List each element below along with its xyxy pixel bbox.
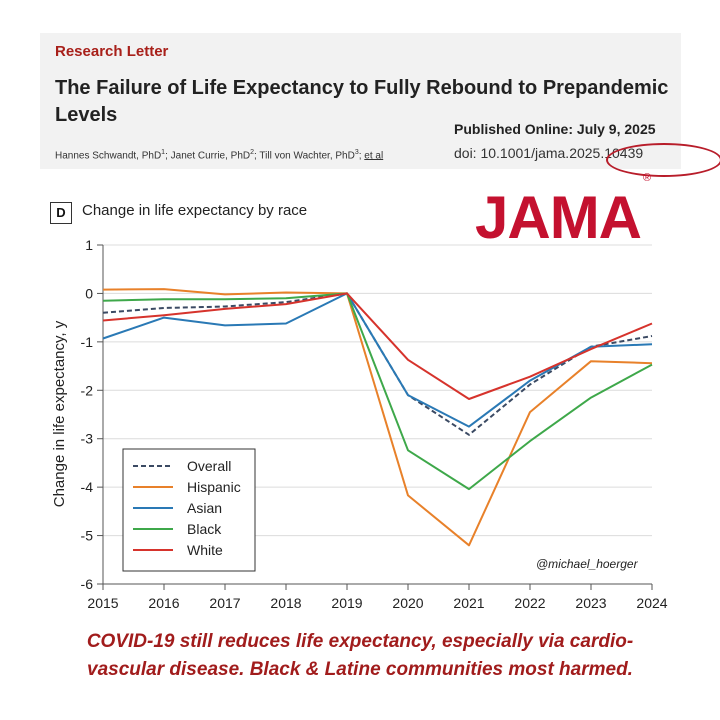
y-tick-label: -6 <box>81 576 94 592</box>
author-2: Janet Currie, PhD <box>170 150 251 162</box>
y-tick-label: -4 <box>81 479 94 495</box>
author-handle: @michael_hoerger <box>536 557 638 571</box>
y-tick-label: -2 <box>81 382 94 398</box>
legend-label: Hispanic <box>187 479 241 495</box>
registered-mark: ® <box>643 172 651 184</box>
chart-title: Change in life expectancy by race <box>82 202 308 219</box>
date-highlight-circle <box>606 143 720 177</box>
published-online: Published Online: July 9, 2025 <box>454 121 656 137</box>
author-1: Hannes Schwandt, PhD <box>55 150 162 162</box>
author-1-affiliation: 1 <box>161 149 166 156</box>
legend: Overall Hispanic Asian Black White <box>122 448 256 572</box>
y-tick-label: -1 <box>81 334 94 350</box>
x-tick-label: 2022 <box>514 595 545 611</box>
series-line-black <box>102 292 653 491</box>
article-title: The Failure of Life Expectancy to Fully … <box>55 77 669 126</box>
et-al-link[interactable]: et al <box>364 150 384 162</box>
author-3: Till von Wachter, PhD <box>259 150 355 162</box>
legend-label: Overall <box>187 458 231 474</box>
y-tick-label: 0 <box>85 285 93 301</box>
caption: COVID-19 still reduces life expectancy, … <box>0 628 720 684</box>
author-3-affiliation: 3 <box>354 149 359 156</box>
y-tick-label: -5 <box>81 528 94 544</box>
caption-line-2: vascular disease. Black & Latine communi… <box>87 659 633 680</box>
x-tick-label: 2024 <box>636 595 667 611</box>
line-chart: 1 0 -1 -2 -3 -4 -5 -6 2015 2016 2017 2018 2019 2020 20… <box>51 237 668 611</box>
published-label: Published Online: <box>454 121 577 137</box>
x-tick-label: 2021 <box>453 595 484 611</box>
x-tick-label: 2019 <box>331 595 362 611</box>
x-tick-label: 2015 <box>87 595 118 611</box>
legend-label: White <box>187 542 223 558</box>
author-2-affiliation: 2 <box>250 149 255 156</box>
legend-label: Asian <box>187 500 222 516</box>
x-tick-label: 2018 <box>270 595 301 611</box>
y-tick-label: 1 <box>85 237 93 253</box>
published-date: July 9, 2025 <box>576 121 656 137</box>
x-tick-label: 2017 <box>209 595 240 611</box>
legend-label: Black <box>187 521 222 537</box>
x-tick-label: 2023 <box>575 595 606 611</box>
jama-logo-text: JAMA <box>475 184 642 251</box>
article-header: Research Letter The Failure of Life Expe… <box>40 33 720 177</box>
y-axis-label: Change in life expectancy, y <box>51 320 68 507</box>
x-tick-label: 2020 <box>392 595 423 611</box>
series-line-white <box>102 292 653 400</box>
caption-line-1: COVID-19 still reduces life expectancy, … <box>86 631 634 652</box>
panel-letter: D <box>50 202 72 224</box>
x-tick-label: 2016 <box>148 595 179 611</box>
y-tick-label: -3 <box>81 431 94 447</box>
axis-layer: 1 0 -1 -2 -3 -4 -5 -6 2015 2016 2017 2018 2019 2020 20… <box>81 237 668 611</box>
series-layer <box>102 288 653 547</box>
jama-logo: JAMA® <box>475 172 651 254</box>
series-line-hispanic <box>102 288 653 547</box>
section-label: Research Letter <box>55 43 169 60</box>
author-list: Hannes Schwandt, PhD1; Janet Currie, PhD… <box>55 149 384 162</box>
doi: doi: 10.1001/jama.2025.10439 <box>454 145 644 161</box>
